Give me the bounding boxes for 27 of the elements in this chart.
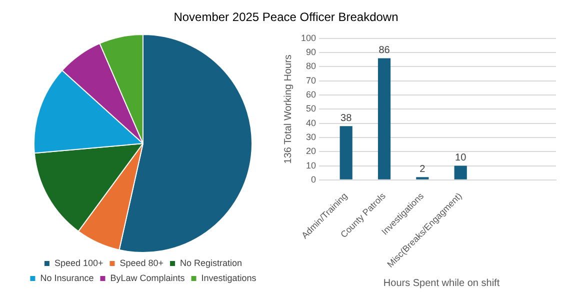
legend-label: Speed 80+ bbox=[120, 258, 164, 268]
bar bbox=[340, 126, 352, 180]
legend-label: No Registration bbox=[180, 258, 242, 268]
y-tick-label: 0 bbox=[311, 174, 316, 184]
legend-label: Investigations bbox=[201, 272, 257, 283]
text: November 2025 Peace Officer Breakdown bbox=[172, 9, 400, 26]
bar bbox=[454, 166, 467, 180]
y-tick-label: 100 bbox=[300, 32, 316, 43]
y-tick-label: 40 bbox=[306, 118, 316, 128]
legend-label: No Insurance bbox=[40, 272, 94, 283]
legend-label: Speed 100+ bbox=[54, 258, 104, 268]
data-label: 86 bbox=[378, 44, 390, 56]
data-label: 38 bbox=[340, 112, 352, 124]
y-tick-label: 20 bbox=[306, 146, 316, 156]
y-axis-title: 136 Total Working Hours bbox=[282, 54, 294, 164]
y-tick-label: 80 bbox=[306, 61, 316, 72]
y-tick-label: 10 bbox=[306, 160, 316, 170]
y-tick-label: 90 bbox=[306, 47, 316, 58]
legend-label: ByLaw Complaints bbox=[110, 272, 186, 283]
data-label: 10 bbox=[455, 152, 467, 164]
y-tick-label: 60 bbox=[306, 89, 316, 100]
y-tick-label: 70 bbox=[306, 75, 316, 86]
data-label: 2 bbox=[420, 164, 426, 175]
y-tick-label: 50 bbox=[306, 104, 316, 114]
x-axis-title: Hours Spent while on shift bbox=[383, 278, 500, 289]
y-tick-label: 30 bbox=[306, 132, 316, 142]
bar bbox=[378, 58, 391, 180]
